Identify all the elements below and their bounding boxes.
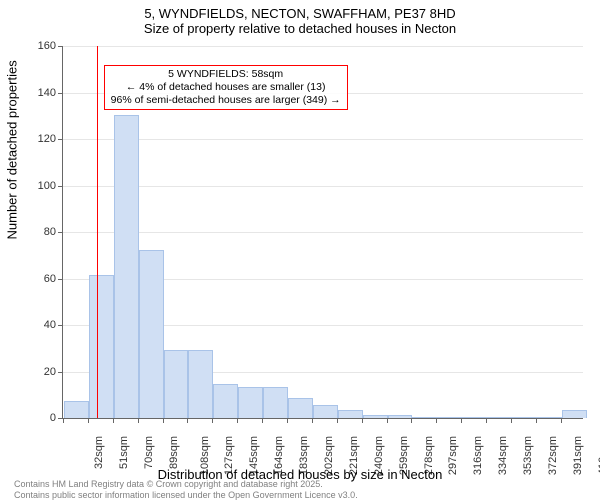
histogram-bar: [288, 398, 313, 418]
x-tick-label: 89sqm: [168, 436, 180, 469]
x-tick: [237, 418, 238, 423]
annotation-line1: 5 WYNDFIELDS: 58sqm: [111, 68, 341, 81]
y-tick: [58, 372, 63, 373]
x-tick: [63, 418, 64, 423]
y-tick-label: 100: [0, 180, 56, 192]
y-tick: [58, 139, 63, 140]
x-tick: [88, 418, 89, 423]
histogram-bar: [263, 387, 288, 418]
histogram-bar: [412, 417, 437, 418]
annotation: 5 WYNDFIELDS: 58sqm← 4% of detached hous…: [104, 65, 348, 110]
x-tick: [113, 418, 114, 423]
histogram-bar: [188, 350, 213, 418]
histogram-bar: [139, 250, 164, 418]
histogram-bar: [164, 350, 189, 418]
y-tick-label: 0: [0, 412, 56, 424]
chart-title: 5, WYNDFIELDS, NECTON, SWAFFHAM, PE37 8H…: [0, 6, 600, 36]
title-line-2: Size of property relative to detached ho…: [0, 21, 600, 36]
annotation-line2: ← 4% of detached houses are smaller (13): [111, 81, 341, 94]
y-tick: [58, 325, 63, 326]
footer-attribution: Contains HM Land Registry data © Crown c…: [14, 479, 358, 500]
histogram-bar: [512, 417, 537, 418]
footer-line-2: Contains public sector information licen…: [14, 490, 358, 500]
y-tick: [58, 46, 63, 47]
x-tick: [436, 418, 437, 423]
x-tick: [486, 418, 487, 423]
gridline: [63, 186, 583, 187]
x-tick: [337, 418, 338, 423]
y-tick-label: 120: [0, 133, 56, 145]
x-tick-label: 70sqm: [143, 436, 155, 469]
x-tick: [387, 418, 388, 423]
x-tick: [138, 418, 139, 423]
x-tick-label: 32sqm: [93, 436, 105, 469]
y-tick-label: 140: [0, 87, 56, 99]
y-tick: [58, 418, 63, 419]
y-tick: [58, 232, 63, 233]
property-marker-line: [97, 46, 98, 418]
x-tick: [163, 418, 164, 423]
histogram-bar: [363, 415, 388, 418]
histogram-bar: [437, 417, 462, 418]
histogram-bar: [462, 417, 487, 418]
histogram-bar: [238, 387, 263, 418]
y-tick-label: 20: [0, 366, 56, 378]
plot-area: 5 WYNDFIELDS: 58sqm← 4% of detached hous…: [62, 46, 583, 419]
histogram-bar: [388, 415, 413, 418]
x-tick: [411, 418, 412, 423]
chart-container: 5, WYNDFIELDS, NECTON, SWAFFHAM, PE37 8H…: [0, 0, 600, 500]
histogram-bar: [114, 115, 139, 418]
gridline: [63, 46, 583, 47]
histogram-bar: [64, 401, 89, 418]
histogram-bar: [213, 384, 238, 418]
x-tick: [287, 418, 288, 423]
y-tick: [58, 279, 63, 280]
x-tick-label: 51sqm: [118, 436, 130, 469]
histogram-bar: [562, 410, 587, 418]
x-tick: [461, 418, 462, 423]
annotation-line3: 96% of semi-detached houses are larger (…: [111, 94, 341, 107]
histogram-bar: [537, 417, 562, 418]
x-tick: [536, 418, 537, 423]
title-line-1: 5, WYNDFIELDS, NECTON, SWAFFHAM, PE37 8H…: [0, 6, 600, 21]
histogram-bar: [313, 405, 338, 418]
footer-line-1: Contains HM Land Registry data © Crown c…: [14, 479, 358, 489]
y-tick-label: 80: [0, 226, 56, 238]
y-tick: [58, 186, 63, 187]
y-tick-label: 40: [0, 319, 56, 331]
histogram-bar: [338, 410, 363, 418]
x-tick: [312, 418, 313, 423]
x-tick: [212, 418, 213, 423]
x-tick: [511, 418, 512, 423]
x-tick: [262, 418, 263, 423]
gridline: [63, 139, 583, 140]
y-tick-label: 60: [0, 273, 56, 285]
gridline: [63, 232, 583, 233]
y-tick-label: 160: [0, 40, 56, 52]
x-tick: [561, 418, 562, 423]
x-tick: [362, 418, 363, 423]
y-tick: [58, 93, 63, 94]
histogram-bar: [487, 417, 512, 418]
x-tick: [187, 418, 188, 423]
histogram-bar: [89, 275, 114, 418]
